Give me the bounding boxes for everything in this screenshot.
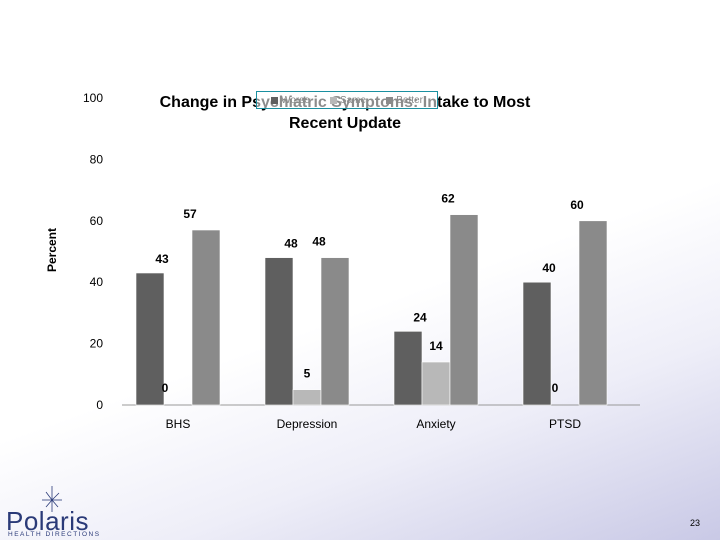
y-tick-label: 40 bbox=[90, 275, 104, 289]
legend-swatch-worse bbox=[271, 96, 279, 104]
data-label: 60 bbox=[570, 198, 584, 212]
chart-title-line-2: Recent Update bbox=[288, 115, 402, 132]
bar-same bbox=[292, 389, 322, 406]
star-icon bbox=[42, 486, 62, 512]
data-label: 0 bbox=[162, 381, 169, 395]
data-label: 62 bbox=[441, 192, 455, 206]
bar-worse bbox=[264, 257, 294, 406]
y-axis-label: Percent bbox=[45, 227, 59, 273]
y-tick-label: 20 bbox=[90, 337, 104, 351]
legend-swatch-better bbox=[386, 96, 394, 104]
legend-item-better: Better bbox=[386, 95, 423, 106]
x-tick-label: Anxiety bbox=[416, 417, 455, 431]
data-label: 0 bbox=[552, 381, 559, 395]
bar-better bbox=[449, 214, 479, 406]
bar-better bbox=[578, 220, 608, 406]
data-label: 14 bbox=[429, 339, 443, 353]
polaris-logo: Polaris HEALTH DIRECTIONS bbox=[6, 486, 116, 538]
bar-worse bbox=[393, 331, 423, 406]
bar-worse bbox=[522, 281, 552, 406]
bar-better bbox=[320, 257, 350, 406]
x-tick-label: PTSD bbox=[549, 417, 581, 431]
legend-swatch-same bbox=[329, 96, 337, 104]
data-label: 43 bbox=[155, 252, 169, 266]
data-label: 40 bbox=[542, 261, 556, 275]
data-label: 48 bbox=[284, 237, 298, 251]
y-tick-label: 100 bbox=[83, 91, 103, 105]
data-label: 48 bbox=[312, 235, 326, 249]
logo-subtitle: HEALTH DIRECTIONS bbox=[8, 531, 101, 538]
legend-label-better: Better bbox=[396, 94, 423, 106]
bar-same bbox=[421, 361, 451, 406]
bar-worse bbox=[135, 272, 165, 406]
data-label: 5 bbox=[304, 367, 311, 381]
legend-label-same: Same bbox=[339, 94, 367, 106]
logo-name: Polaris bbox=[6, 506, 89, 536]
legend-item-same: Same bbox=[329, 94, 367, 106]
page-number: 23 bbox=[690, 518, 701, 528]
y-tick-label: 80 bbox=[90, 152, 104, 166]
y-tick-label: 0 bbox=[96, 398, 103, 412]
x-tick-label: BHS bbox=[166, 417, 191, 431]
legend-label-worse: Worse bbox=[281, 94, 310, 106]
y-tick-label: 60 bbox=[90, 214, 104, 228]
legend: Worse Same Better bbox=[256, 91, 438, 109]
bar-better bbox=[191, 229, 221, 406]
data-label: 57 bbox=[183, 207, 197, 221]
x-tick-label: Depression bbox=[277, 417, 338, 431]
legend-item-worse: Worse bbox=[271, 95, 310, 106]
data-label: 24 bbox=[413, 310, 427, 324]
